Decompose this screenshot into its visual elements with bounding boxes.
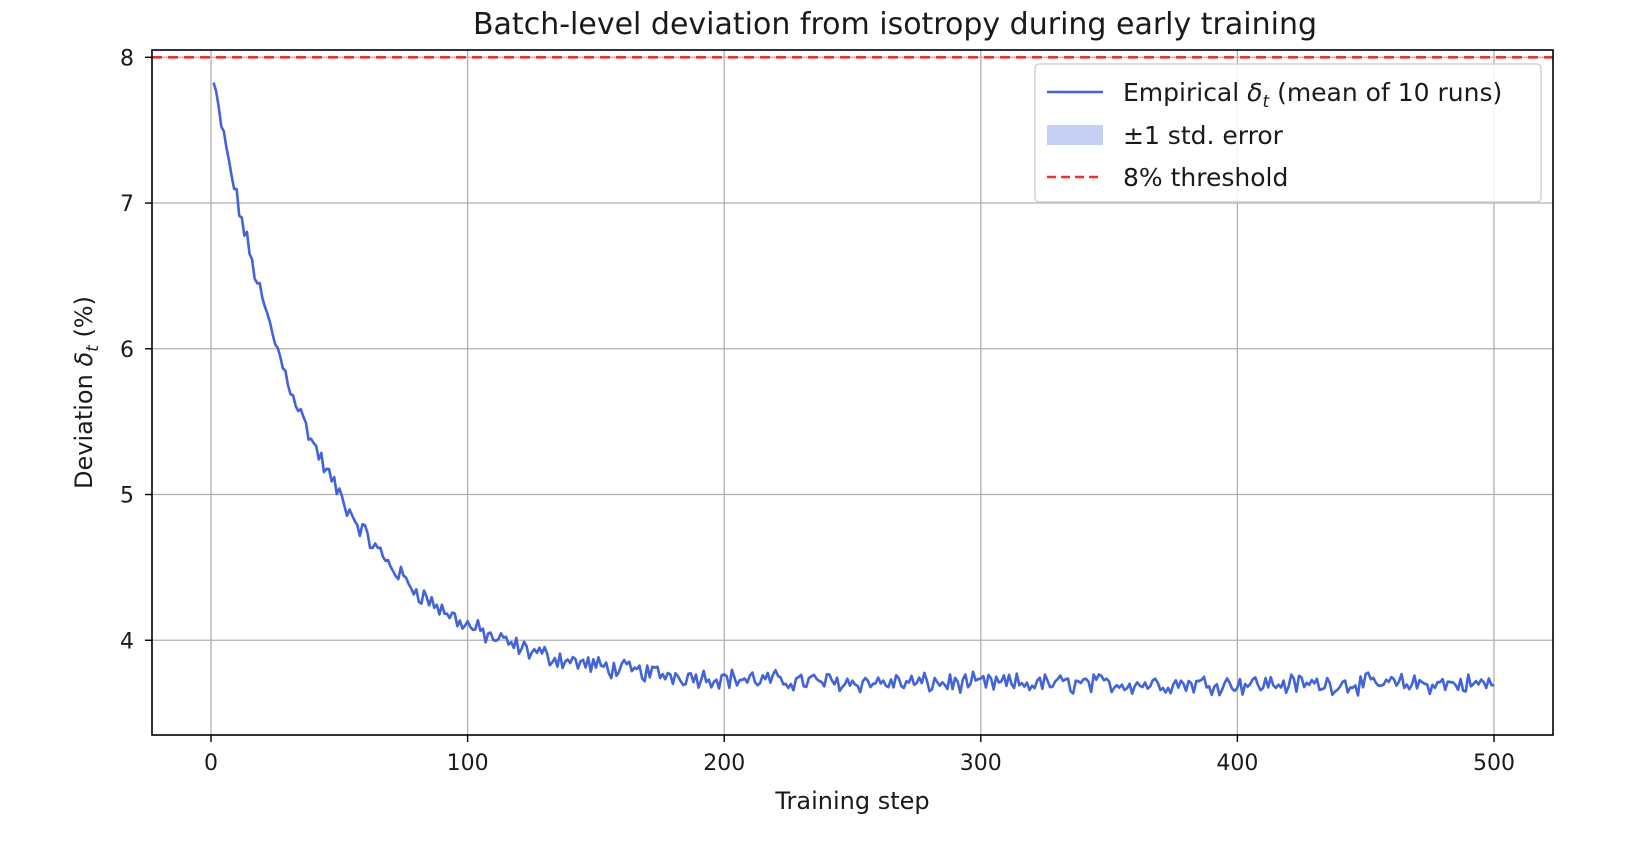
empirical-delta-line [212,82,1495,697]
x-tick-label: 300 [960,751,1002,776]
y-axis-label-symbol: δ [70,352,98,367]
chart-title: Batch-level deviation from isotropy duri… [473,7,1317,42]
y-axis-label-subscript: t [83,344,103,352]
x-tick-label: 200 [703,751,745,776]
legend-label-empirical-symbol: δ [1247,78,1262,107]
legend-label-empirical: Empirical δt (mean of 10 runs) [1123,78,1502,112]
legend-label-threshold: 8% threshold [1123,163,1288,192]
y-tick-label: 4 [120,629,134,654]
tick-layer: 0 100 200 300 400 500 4 5 6 7 8 [120,46,1515,776]
x-tick-label: 500 [1473,751,1515,776]
legend-box [1034,63,1542,203]
y-axis-label-tail: (%) [70,296,98,345]
y-axis-label: Deviation δt (%) [70,296,103,489]
series-layer [212,82,1495,697]
x-tick-label: 0 [204,751,218,776]
legend-label-empirical-pre: Empirical [1123,78,1247,107]
plot-frame [151,49,1554,736]
legend-swatch-std-error [1047,125,1103,145]
legend: Empirical δt (mean of 10 runs) ±1 std. e… [1034,63,1542,203]
y-tick-label: 6 [120,338,134,363]
legend-label-empirical-sub: t [1262,92,1270,112]
y-tick-label: 7 [120,192,134,217]
y-tick-label: 8 [120,46,134,71]
x-axis-label: Training step [774,787,929,815]
x-tick-label: 400 [1216,751,1258,776]
y-axis-label-main: Deviation [70,367,98,489]
x-tick-label: 100 [447,751,489,776]
y-tick-label: 5 [120,484,134,509]
legend-label-std-error: ±1 std. error [1123,121,1284,150]
legend-label-empirical-post: (mean of 10 runs) [1269,78,1502,107]
